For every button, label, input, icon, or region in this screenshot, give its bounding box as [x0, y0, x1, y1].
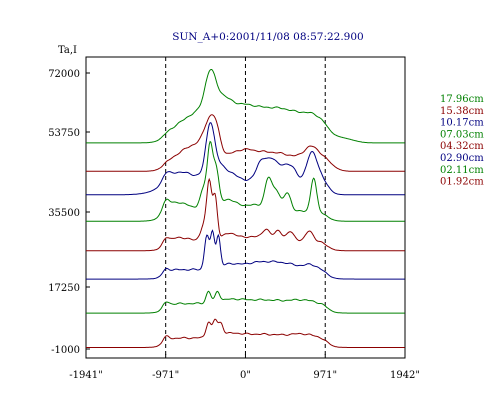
dashed-lines — [165, 57, 326, 358]
y-axis-ticks: 72000 53750 35500 17250 -1000 — [48, 69, 90, 356]
series-line — [86, 318, 405, 348]
legend-entry: 02.11cm — [440, 165, 484, 176]
legend-entry: 01.92cm — [440, 177, 484, 188]
x-tick-label: 0" — [240, 370, 251, 381]
series-line — [86, 114, 405, 172]
y-tick-label: 17250 — [48, 283, 80, 294]
series-line — [86, 229, 405, 280]
series-line — [86, 177, 405, 252]
series-line — [86, 122, 405, 196]
y-tick-label: -1000 — [51, 345, 80, 356]
legend-entry: 02.90cm — [440, 153, 484, 164]
x-tick-label: 971" — [313, 370, 337, 381]
legend-entry: 10.17cm — [440, 118, 484, 129]
y-tick-label: 35500 — [48, 208, 80, 219]
chart-title: SUN_A+0:2001/11/08 08:57:22.900 — [172, 31, 363, 43]
legend-entry: 04.32cm — [440, 141, 484, 152]
y-tick-label: 72000 — [48, 69, 80, 80]
series-lines — [86, 69, 405, 348]
series-line — [86, 290, 405, 314]
x-tick-label: -1941" — [69, 370, 102, 381]
y-tick-label: 53750 — [48, 128, 80, 139]
x-tick-label: -971" — [152, 370, 179, 381]
legend-entry: 15.38cm — [440, 106, 484, 117]
legend: 17.96cm15.38cm10.17cm07.03cm04.32cm02.90… — [440, 94, 484, 188]
series-line — [86, 140, 405, 222]
y-axis-label: Ta,I — [58, 45, 77, 56]
series-line — [86, 69, 405, 144]
x-tick-label: 1942" — [390, 370, 420, 381]
x-axis-ticks: -1941" -971" 0" 971" 1942" — [69, 354, 420, 381]
legend-entry: 07.03cm — [440, 129, 484, 140]
legend-entry: 17.96cm — [440, 94, 484, 105]
